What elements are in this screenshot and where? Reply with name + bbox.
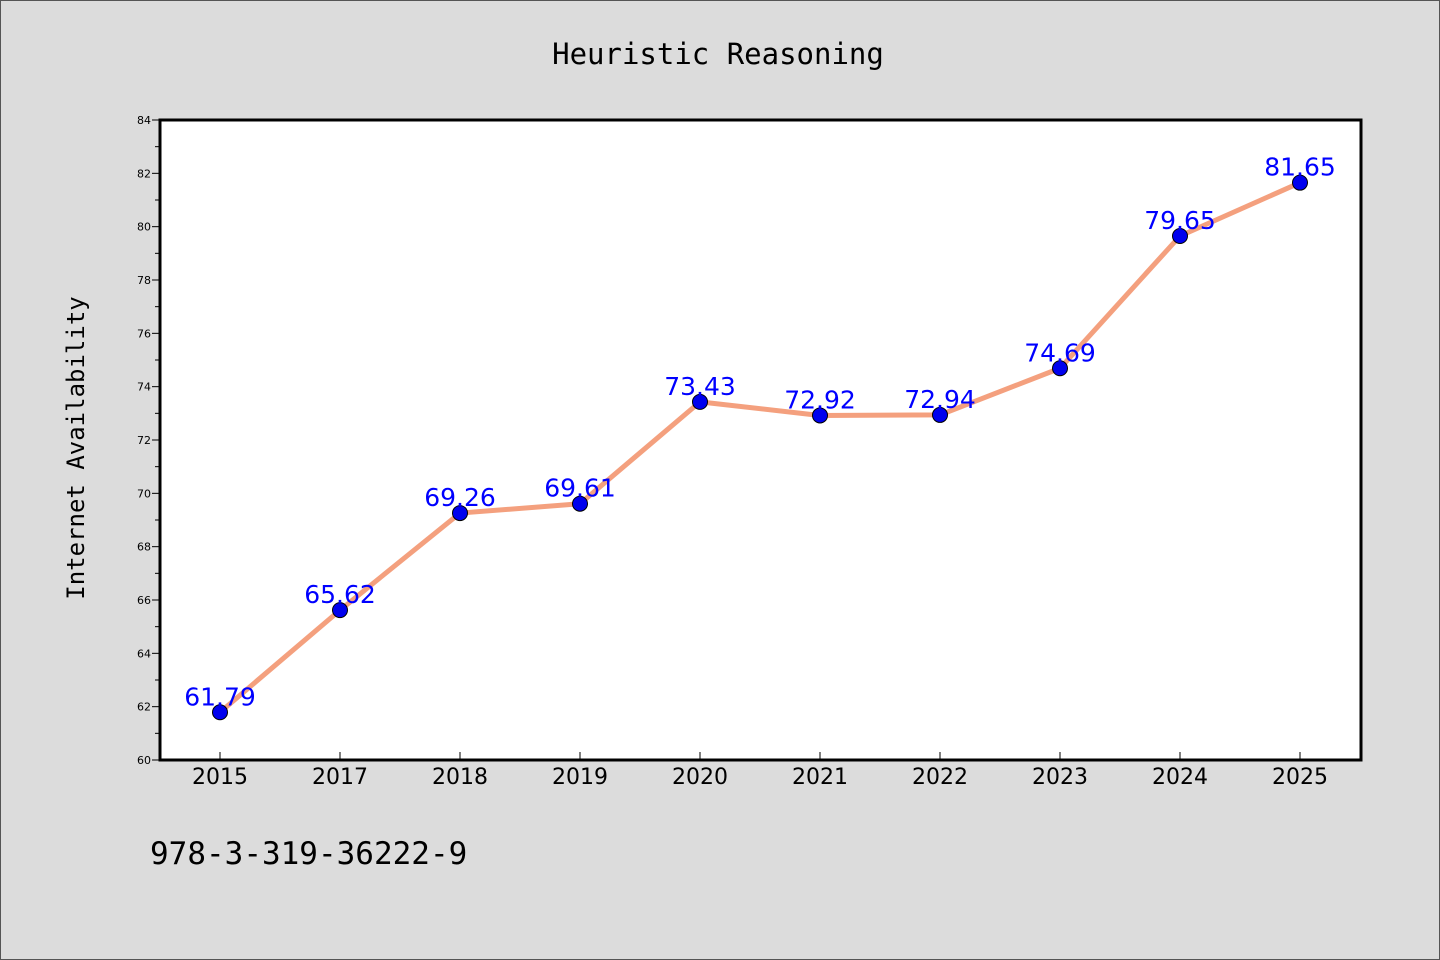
series-line (218, 180, 1302, 715)
y-tick-label: 68 (137, 541, 151, 554)
x-tick-label: 2017 (312, 765, 368, 790)
data-label: 79.65 (1144, 206, 1216, 235)
data-label: 65.62 (304, 580, 376, 609)
x-tick-label: 2023 (1032, 765, 1088, 790)
x-axis: 2015 2017 2018 2019 2020 2021 2022 2023 2024 2025 (192, 752, 1328, 790)
y-tick-label: 66 (137, 594, 151, 607)
data-point (332, 602, 348, 619)
y-tick-label: 74 (137, 381, 151, 394)
data-point (812, 407, 828, 424)
y-tick-label: 80 (137, 221, 151, 234)
data-markers (212, 174, 1308, 721)
data-label: 81.65 (1264, 153, 1336, 182)
data-point (212, 704, 228, 721)
data-point (1172, 228, 1188, 244)
y-tick-label: 78 (137, 274, 151, 287)
y-tick-label: 72 (137, 434, 151, 447)
data-point (1292, 174, 1308, 191)
data-point (572, 495, 588, 512)
data-labels: 61.79 65.62 69.26 69.61 73.43 72.92 72.94 74.69… (184, 153, 1336, 712)
y-tick-label: 84 (137, 114, 151, 127)
x-tick-label: 2020 (672, 765, 728, 790)
plot-area (158, 118, 1363, 762)
data-point (1052, 360, 1068, 377)
x-tick-label: 2021 (792, 765, 848, 790)
y-axis-label: Internet Availability (62, 296, 90, 599)
data-label: 61.79 (184, 682, 256, 711)
data-point (932, 406, 948, 423)
x-tick-label: 2019 (552, 765, 608, 790)
y-axis: 60 62 64 66 68 70 72 74 76 78 80 82 84 (137, 114, 160, 767)
data-label: 72.92 (784, 385, 856, 414)
data-point (692, 393, 708, 410)
y-tick-label: 82 (137, 167, 151, 180)
y-tick-label: 64 (137, 647, 151, 660)
y-tick-label: 70 (137, 487, 151, 500)
x-tick-label: 2015 (192, 765, 248, 790)
x-tick-label: 2022 (912, 765, 968, 790)
y-tick-label: 76 (137, 327, 151, 340)
data-label: 69.26 (424, 483, 496, 512)
x-tick-label: 2018 (432, 765, 488, 790)
x-tick-label: 2024 (1152, 765, 1208, 790)
x-tick-label: 2025 (1272, 765, 1328, 790)
data-point (452, 505, 468, 522)
y-tick-label: 62 (137, 701, 151, 714)
footer-code: 978-3-319-36222-9 (150, 836, 467, 872)
data-label: 73.43 (664, 372, 736, 401)
data-label: 69.61 (544, 474, 616, 503)
chart-title: Heuristic Reasoning (552, 37, 884, 71)
y-tick-label: 60 (137, 754, 151, 767)
data-label: 72.94 (904, 385, 976, 414)
data-label: 74.69 (1024, 338, 1096, 367)
